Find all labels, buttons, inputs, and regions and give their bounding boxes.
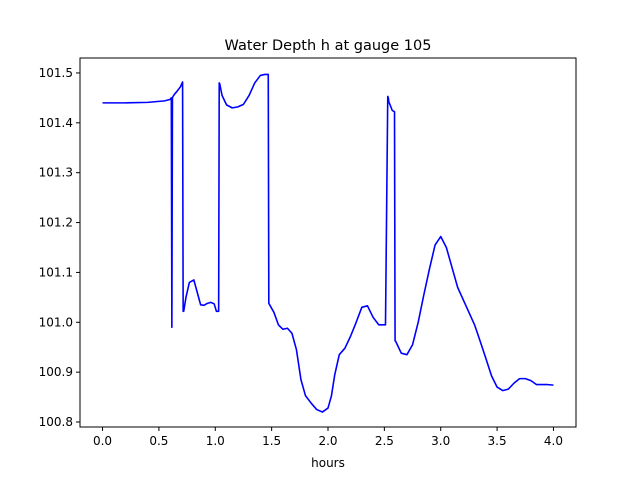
x-tick-label: 2.0	[318, 434, 337, 448]
y-tick-label: 101.2	[39, 216, 73, 230]
x-axis: 0.0 0.5 1.0 1.5 2.0 2.5 3.0 3.5 4.0	[93, 427, 563, 448]
x-axis-label: hours	[311, 456, 345, 470]
x-tick-label: 3.0	[431, 434, 450, 448]
x-tick-label: 2.5	[375, 434, 394, 448]
y-tick-label: 101.0	[39, 315, 73, 329]
plot-area	[80, 58, 576, 427]
y-tick-label: 100.9	[39, 365, 73, 379]
series-layer	[102, 73, 554, 413]
y-tick-label: 101.4	[39, 116, 73, 130]
y-tick-label: 101.3	[39, 166, 73, 180]
y-axis: 100.8 100.9 101.0 101.1 101.2 101.3 101.4 101.5	[39, 66, 80, 429]
chart-title: Water Depth h at gauge 105	[225, 38, 432, 54]
x-tick-label: 1.0	[206, 434, 225, 448]
series-line	[102, 73, 554, 413]
y-tick-label: 101.5	[39, 66, 73, 80]
x-tick-label: 0.5	[149, 434, 168, 448]
plot-background	[80, 58, 576, 427]
x-tick-label: 0.0	[93, 434, 112, 448]
x-tick-label: 1.5	[262, 434, 281, 448]
y-tick-label: 100.8	[39, 415, 73, 429]
x-tick-label: 4.0	[544, 434, 563, 448]
x-tick-label: 3.5	[488, 434, 507, 448]
y-tick-label: 101.1	[39, 265, 73, 279]
